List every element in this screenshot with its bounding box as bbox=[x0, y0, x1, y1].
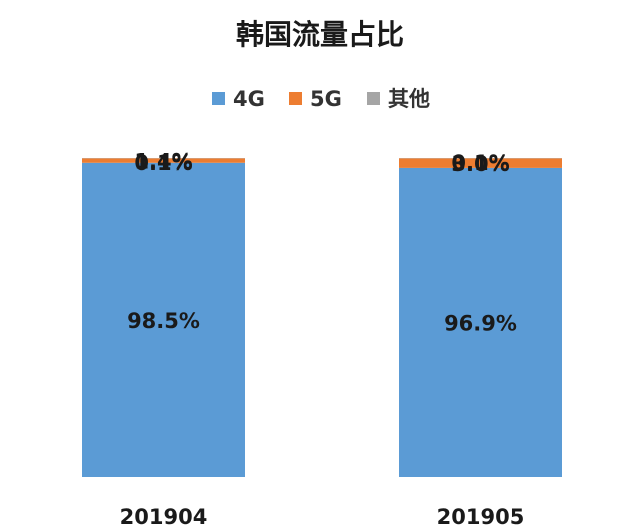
data-label-201905-2: 0.1% bbox=[451, 151, 509, 175]
bars-group bbox=[82, 158, 562, 478]
legend: 4G 5G 其他 bbox=[212, 87, 430, 111]
bar-201905-1 bbox=[399, 158, 562, 168]
legend-swatch-2 bbox=[367, 92, 380, 105]
data-label-201904-0: 98.5% bbox=[127, 309, 200, 333]
chart-title: 韩国流量占比 bbox=[236, 18, 404, 51]
bar-201904-0 bbox=[82, 162, 245, 477]
legend-label-2: 其他 bbox=[388, 87, 430, 111]
bar-201905-0 bbox=[399, 167, 562, 478]
data-label-201904-1: 1.4% bbox=[134, 150, 192, 174]
x-tick-label-0: 201904 bbox=[120, 505, 208, 529]
bar-201904-1 bbox=[82, 158, 245, 163]
data-label-201904-2: 0.1% bbox=[134, 151, 192, 175]
data-labels-group: 98.5%1.4%0.1%96.9%3.0%0.1% bbox=[127, 150, 517, 336]
legend-swatch-0 bbox=[212, 92, 225, 105]
legend-label-1: 5G bbox=[310, 87, 342, 111]
legend-label-0: 4G bbox=[233, 87, 265, 111]
x-axis: 201904 201905 bbox=[120, 505, 525, 529]
data-label-201905-1: 3.0% bbox=[451, 152, 509, 176]
x-tick-label-1: 201905 bbox=[437, 505, 525, 529]
legend-swatch-1 bbox=[289, 92, 302, 105]
data-label-201905-0: 96.9% bbox=[444, 311, 517, 335]
